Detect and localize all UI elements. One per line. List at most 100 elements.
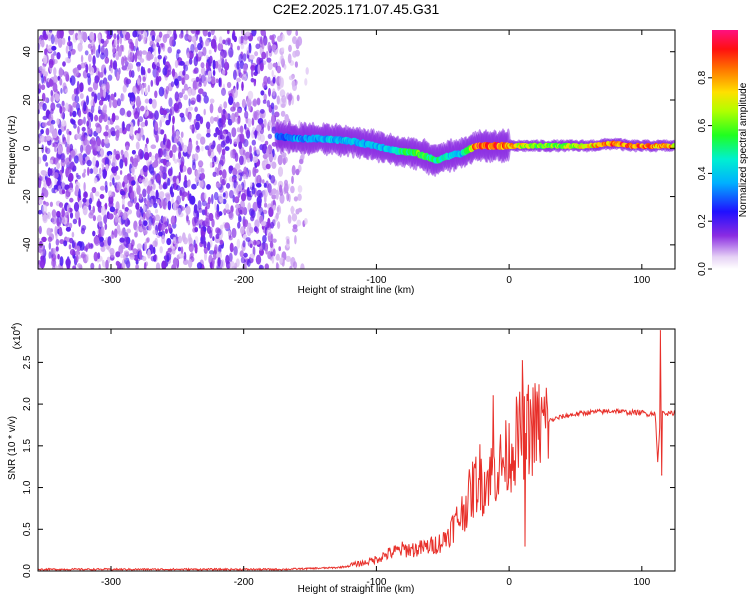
heatmap-noise-cell	[90, 262, 95, 269]
heatmap-noise-cell	[113, 33, 117, 40]
heatmap-noise-cell	[107, 236, 112, 246]
heatmap-noise-cell	[221, 148, 226, 156]
heatmap-noise-cell	[229, 242, 234, 253]
heatmap-noise-cell	[233, 179, 237, 189]
heatmap-noise-cell	[121, 213, 128, 221]
heatmap-noise-cell	[233, 87, 239, 99]
heatmap-noise-cell	[143, 82, 147, 88]
heatmap-noise-cell	[130, 167, 135, 173]
heatmap-noise-cell	[92, 44, 96, 55]
heatmap-noise-cell	[95, 126, 101, 134]
heatmap-noise-cell	[209, 55, 213, 64]
heatmap-noise-cell	[256, 148, 261, 155]
heatmap-noise-cell	[165, 154, 170, 161]
heatmap-noise-cell	[292, 227, 298, 233]
heatmap-noise-cell	[166, 30, 172, 35]
heatmap-noise-cell	[52, 257, 56, 268]
heatmap-noise-cell	[208, 212, 214, 222]
heatmap-noise-cell	[203, 192, 207, 200]
heatmap-noise-cell	[272, 238, 277, 243]
heatmap-noise-cell	[242, 240, 246, 248]
heatmap-noise-cell	[162, 109, 168, 116]
heatmap-noise-cell	[295, 30, 299, 36]
heatmap-noise-cell	[72, 110, 77, 118]
heatmap-noise-cell	[129, 126, 134, 137]
heatmap-noise-cell	[115, 201, 120, 212]
heatmap-noise-cell	[287, 53, 292, 64]
heatmap-noise-cell	[172, 236, 177, 245]
heatmap-noise-cell	[38, 225, 42, 235]
heatmap-noise-cell	[61, 208, 66, 218]
heatmap-noise-cell	[206, 184, 211, 190]
colorbar-tick-label: 0.0	[697, 262, 708, 276]
heatmap-noise-cell	[260, 221, 266, 227]
heatmap-noise-cell	[147, 68, 151, 74]
heatmap-noise-cell	[251, 117, 255, 126]
heatmap-noise-cell	[195, 76, 200, 83]
heatmap-noise-cell	[255, 43, 261, 50]
snr-y-tick-label: 2.0	[22, 397, 33, 411]
heatmap-noise-cell	[99, 185, 106, 191]
heatmap-noise-cell	[218, 36, 223, 45]
heatmap-noise-cell	[87, 87, 93, 92]
heatmap-noise-cell	[229, 260, 235, 269]
heatmap-noise-cell	[154, 153, 159, 161]
heatmap-noise-cell	[78, 152, 83, 163]
heatmap-noise-cell	[58, 37, 63, 48]
heatmap-noise-cell	[178, 252, 185, 258]
heatmap-noise-cell	[145, 137, 149, 145]
heatmap-noise-cell	[270, 102, 275, 110]
heatmap-noise-cell	[253, 226, 258, 233]
heatmap-noise-cell	[181, 142, 185, 149]
heatmap-noise-cell	[93, 236, 100, 245]
heatmap-noise-cell	[92, 156, 97, 167]
heatmap-y-ticks: -40 -20 0 20 40	[22, 46, 675, 252]
heatmap-noise-cell	[266, 227, 272, 236]
heatmap-noise-cell	[107, 74, 113, 81]
heatmap-noise-cell	[162, 172, 167, 180]
heatmap-noise-cell	[95, 160, 100, 168]
heatmap-noise-cell	[243, 262, 247, 269]
heatmap-noise-cell	[218, 211, 223, 216]
heatmap-noise-cell	[59, 106, 63, 114]
heatmap-noise-cell	[116, 98, 122, 107]
heatmap-noise-cell	[78, 217, 81, 227]
heatmap-noise-cell	[83, 182, 86, 192]
heatmap-noise-cell	[152, 183, 156, 190]
heatmap-noise-cell	[144, 87, 148, 96]
heatmap-noise-cell	[255, 254, 262, 265]
colorbar: 0.0 0.2 0.4 0.6 0.8 Normalized spectral ampl…	[697, 30, 749, 276]
heatmap-noise-cell	[231, 112, 235, 123]
heatmap-x-tick-label: 100	[633, 275, 650, 286]
heatmap-noise-cell	[237, 221, 241, 229]
heatmap-noise-cell	[154, 90, 158, 99]
heatmap-noise-cell	[137, 77, 140, 86]
heatmap-noise-cell	[242, 39, 248, 45]
heatmap-noise-cell	[202, 46, 207, 57]
heatmap-noise-cell	[156, 42, 160, 48]
heatmap-noise-cell	[233, 138, 239, 145]
heatmap-noise-cell	[163, 137, 166, 146]
heatmap-noise-cell	[291, 213, 298, 222]
heatmap-noise-cell	[98, 220, 103, 228]
heatmap-noise-cell	[121, 30, 127, 36]
heatmap-noise-cell	[183, 94, 188, 101]
heatmap-noise-cell	[245, 127, 250, 136]
heatmap-noise-cell	[104, 56, 110, 64]
heatmap-noise-cell	[158, 219, 163, 228]
heatmap-noise-cell	[38, 156, 42, 165]
heatmap-noise-cell	[44, 71, 48, 77]
heatmap-noise-cell	[146, 237, 150, 243]
snr-x-label: Height of straight line (km)	[298, 584, 415, 595]
heatmap-noise-cell	[78, 264, 83, 269]
heatmap-noise-cell	[266, 99, 271, 108]
heatmap-noise-cell	[166, 238, 172, 246]
snr-y-tick-label: 0.5	[22, 522, 33, 536]
heatmap-noise-cell	[276, 206, 280, 213]
heatmap-noise-cell	[182, 259, 189, 265]
chart-title: C2E2.2025.171.07.45.G31	[273, 1, 440, 17]
heatmap-noise-cell	[38, 179, 42, 189]
heatmap-noise-cell	[47, 44, 53, 53]
heatmap-noise-cell	[87, 75, 92, 86]
